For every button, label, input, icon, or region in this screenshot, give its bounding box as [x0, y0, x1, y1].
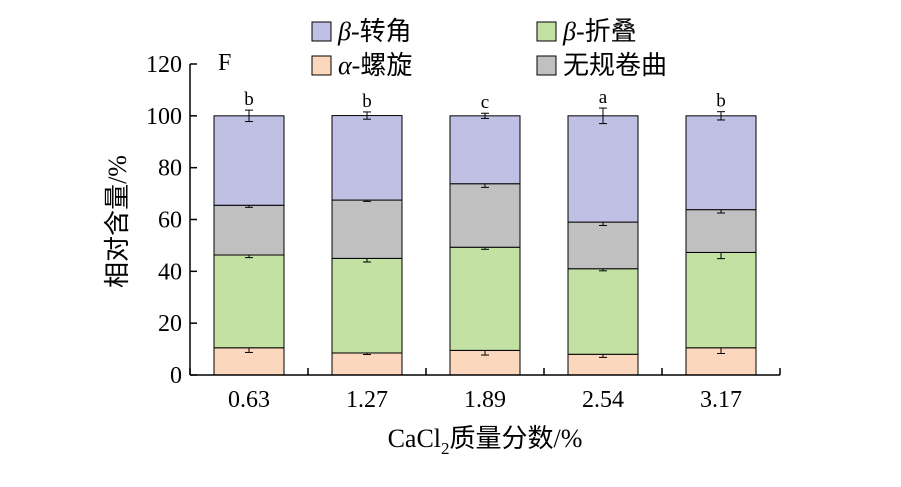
bar-segment	[449, 246, 521, 351]
x-tick-label: 1.27	[346, 387, 388, 413]
legend-item: 无规卷曲	[536, 51, 667, 80]
y-tick-label: 80	[158, 156, 182, 182]
legend-item: β-转角	[311, 17, 412, 46]
y-tick-label: 40	[158, 259, 182, 285]
series-3: baabcc	[213, 159, 757, 270]
y-tick-label: 20	[158, 311, 182, 337]
legend: β-转角 β-折叠α-螺旋 无规卷曲	[311, 17, 667, 80]
x-tick-label: 1.89	[464, 387, 506, 413]
bar-segment	[567, 115, 639, 223]
significance-letter: b	[244, 89, 254, 110]
significance-letter: a	[599, 87, 608, 108]
bar-segment	[213, 254, 285, 349]
bar-segment	[449, 183, 521, 248]
bar-segment	[213, 204, 285, 256]
axes: 0 20 40 60 80 100 120 0.63 1.27 1.89 2.54 3.17	[146, 52, 781, 413]
legend-swatch	[536, 55, 557, 76]
bar-segment	[567, 221, 639, 270]
panel-label: F	[218, 50, 231, 76]
series-1: aaaaa	[213, 321, 757, 376]
x-axis-title-rest: 质量分数/%	[450, 424, 583, 453]
error-bar	[599, 107, 607, 125]
y-tick-label: 120	[146, 52, 182, 78]
significance-letter: c	[481, 92, 489, 113]
bar-segment	[213, 115, 285, 206]
error-bar	[245, 109, 253, 123]
x-axis-title-subscript: 2	[441, 439, 450, 458]
x-tick-label: 2.54	[582, 387, 624, 413]
legend-swatch	[311, 55, 332, 76]
bar-segment	[331, 257, 403, 354]
legend-label-greek: β	[562, 17, 576, 46]
legend-label-greek: α	[338, 51, 353, 80]
y-tick-label: 100	[146, 104, 182, 130]
legend-item: α-螺旋	[311, 51, 412, 80]
error-bar	[481, 112, 489, 119]
legend-label-text: -螺旋	[352, 51, 413, 80]
legend-label: 无规卷曲	[563, 51, 667, 80]
bar-segment	[685, 209, 757, 253]
x-axis-title: CaCl2质量分数/%	[388, 424, 583, 458]
significance-letter: b	[716, 91, 726, 112]
bar-segment	[685, 251, 757, 349]
y-tick-label: 0	[170, 363, 182, 389]
bar-segment	[449, 115, 521, 185]
bar-segment	[331, 199, 403, 259]
bar-segment	[685, 115, 757, 211]
y-tick-label: 60	[158, 208, 182, 234]
legend-label-text: -转角	[351, 17, 412, 46]
error-bar	[717, 111, 725, 121]
bars: aaaaabcbacbbaabccbbcab	[213, 87, 757, 376]
legend-swatch	[311, 21, 332, 42]
x-tick-label: 3.17	[700, 387, 742, 413]
legend-label-text: -折叠	[576, 17, 637, 46]
legend-label: β-折叠	[562, 17, 637, 46]
legend-label: α-螺旋	[338, 51, 412, 80]
legend-label-greek: β	[337, 17, 351, 46]
error-bar	[363, 111, 371, 120]
significance-letter: b	[362, 91, 372, 112]
x-tick-label: 0.63	[228, 387, 270, 413]
bar-segment	[567, 268, 639, 355]
bar-segment	[331, 352, 403, 376]
legend-label-text: 无规卷曲	[563, 51, 667, 80]
bar-segment	[331, 115, 403, 201]
y-axis-title: 相对含量/%	[103, 155, 132, 288]
legend-swatch	[536, 21, 557, 42]
legend-label: β-转角	[337, 17, 412, 46]
legend-item: β-折叠	[536, 17, 637, 46]
x-axis-title-main: CaCl	[388, 424, 441, 453]
